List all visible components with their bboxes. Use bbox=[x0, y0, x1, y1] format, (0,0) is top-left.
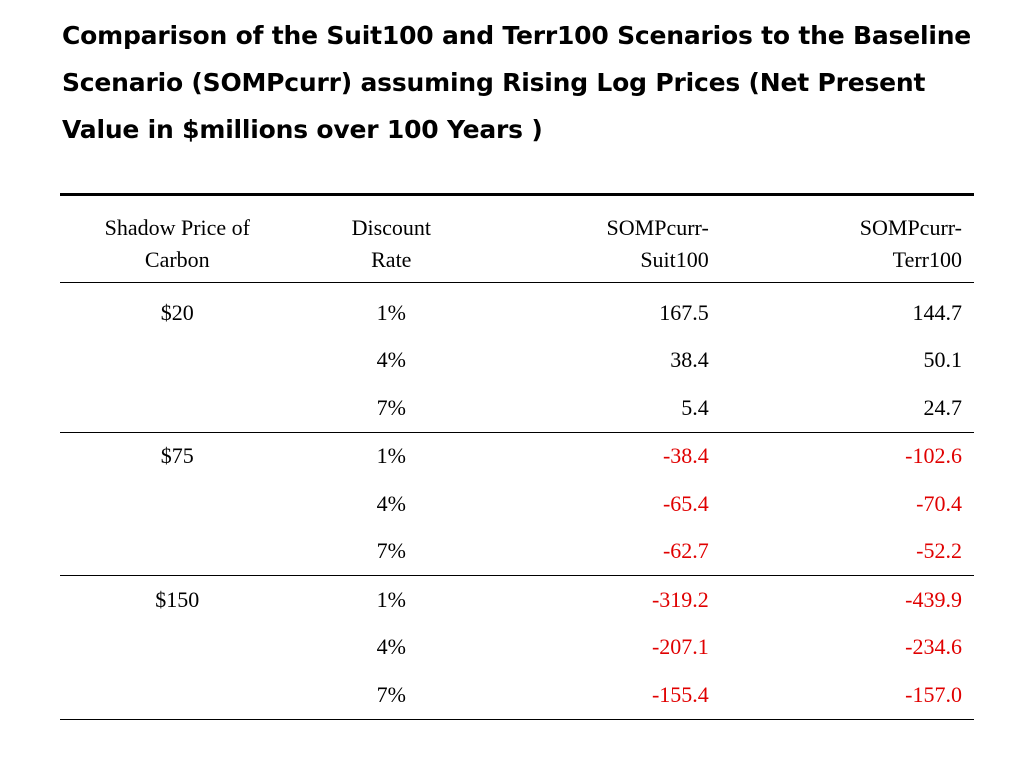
header-terr-line1: SOMPcurr- bbox=[859, 215, 962, 240]
cell-shadow-price: $150 bbox=[155, 586, 200, 612]
cell-sompcurr-terr100: -439.9 bbox=[905, 586, 962, 612]
npv-comparison-table-wrapper: Shadow Price of Carbon Discount Rate SOM… bbox=[60, 193, 974, 720]
cell-shadow-price: $75 bbox=[160, 443, 194, 469]
table-row: 4% -65.4 -70.4 bbox=[60, 480, 974, 528]
cell-sompcurr-suit100: 38.4 bbox=[670, 347, 709, 373]
cell-shadow-price bbox=[60, 337, 295, 385]
table-header: Shadow Price of Carbon Discount Rate SOM… bbox=[60, 194, 974, 283]
cell-discount-rate: 7% bbox=[376, 538, 406, 564]
cell-discount-rate: 1% bbox=[376, 443, 406, 469]
header-terr-line2: Terr100 bbox=[892, 247, 962, 272]
header-discount-rate-line2: Rate bbox=[371, 247, 412, 272]
cell-sompcurr-terr100: -52.2 bbox=[916, 538, 962, 564]
header-suit-line1: SOMPcurr- bbox=[606, 215, 709, 240]
header-shadow-price: Shadow Price of Carbon bbox=[60, 195, 295, 283]
cell-shadow-price bbox=[60, 384, 295, 432]
table-body: $20 1% 167.5 144.7 4% 38.4 50.1 7% 5.4 24.7 $75 1% -… bbox=[60, 283, 974, 719]
header-discount-rate: Discount Rate bbox=[295, 195, 488, 283]
table-row: $20 1% 167.5 144.7 bbox=[60, 283, 974, 337]
cell-sompcurr-suit100: -38.4 bbox=[662, 443, 709, 469]
cell-shadow-price: $20 bbox=[160, 299, 194, 325]
cell-discount-rate: 4% bbox=[376, 347, 406, 373]
cell-sompcurr-suit100: -207.1 bbox=[651, 634, 709, 660]
cell-sompcurr-suit100: -155.4 bbox=[651, 681, 709, 707]
npv-comparison-table: Shadow Price of Carbon Discount Rate SOM… bbox=[60, 193, 974, 720]
header-sompcurr-terr100: SOMPcurr- Terr100 bbox=[721, 195, 974, 283]
cell-shadow-price bbox=[60, 528, 295, 576]
cell-shadow-price bbox=[60, 480, 295, 528]
cell-discount-rate: 4% bbox=[376, 634, 406, 660]
cell-sompcurr-terr100: -157.0 bbox=[905, 681, 962, 707]
header-shadow-price-line2: Carbon bbox=[144, 247, 210, 272]
table-row: $75 1% -38.4 -102.6 bbox=[60, 432, 974, 480]
cell-sompcurr-suit100: -62.7 bbox=[662, 538, 709, 564]
cell-shadow-price bbox=[60, 624, 295, 672]
cell-discount-rate: 1% bbox=[376, 299, 406, 325]
cell-sompcurr-terr100: -234.6 bbox=[905, 634, 962, 660]
cell-sompcurr-suit100: 167.5 bbox=[659, 299, 709, 325]
cell-discount-rate: 7% bbox=[376, 681, 406, 707]
cell-shadow-price bbox=[60, 671, 295, 719]
cell-sompcurr-suit100: 5.4 bbox=[681, 394, 709, 420]
cell-sompcurr-terr100: 50.1 bbox=[923, 347, 963, 373]
header-discount-rate-line1: Discount bbox=[351, 215, 432, 240]
cell-sompcurr-terr100: 144.7 bbox=[912, 299, 963, 325]
table-row: 7% 5.4 24.7 bbox=[60, 384, 974, 432]
cell-sompcurr-terr100: 24.7 bbox=[923, 394, 963, 420]
table-row: 7% -155.4 -157.0 bbox=[60, 671, 974, 719]
cell-sompcurr-suit100: -319.2 bbox=[651, 586, 709, 612]
cell-sompcurr-terr100: -102.6 bbox=[905, 443, 962, 469]
header-shadow-price-line1: Shadow Price of bbox=[104, 215, 250, 240]
header-suit-line2: Suit100 bbox=[640, 247, 709, 272]
cell-discount-rate: 1% bbox=[376, 586, 406, 612]
cell-discount-rate: 4% bbox=[376, 490, 406, 516]
header-sompcurr-suit100: SOMPcurr- Suit100 bbox=[488, 195, 721, 283]
cell-sompcurr-suit100: -65.4 bbox=[662, 490, 709, 516]
table-row: 7% -62.7 -52.2 bbox=[60, 528, 974, 576]
header-row: Shadow Price of Carbon Discount Rate SOM… bbox=[60, 194, 974, 283]
cell-sompcurr-terr100: -70.4 bbox=[916, 490, 962, 516]
table-row: 4% -207.1 -234.6 bbox=[60, 624, 974, 672]
slide-title: Comparison of the Suit100 and Terr100 Sc… bbox=[62, 21, 972, 144]
table-row: $150 1% -319.2 -439.9 bbox=[60, 575, 974, 624]
cell-discount-rate: 7% bbox=[376, 394, 406, 420]
table-row: 4% 38.4 50.1 bbox=[60, 337, 974, 385]
